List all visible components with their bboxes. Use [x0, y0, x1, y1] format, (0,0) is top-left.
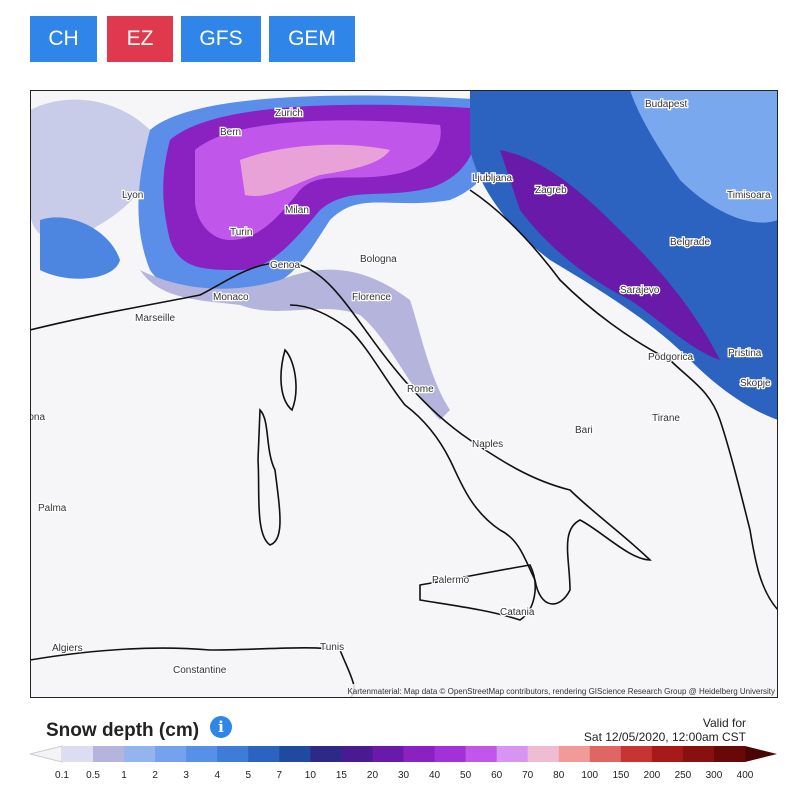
colorbar-cell [403, 746, 436, 762]
city-label: Skopje [740, 378, 771, 389]
colorbar-cell [558, 746, 591, 762]
city-label: Monaco [213, 292, 249, 303]
colorbar-tick: 20 [367, 770, 379, 781]
city-label: Ljubljana [472, 173, 512, 184]
colorbar-cell [496, 746, 529, 762]
colorbar-tick: 1 [121, 770, 127, 781]
colorbar-arrow [745, 746, 777, 762]
snow-area [140, 269, 450, 420]
city-label: Florence [352, 292, 391, 303]
city-label: Milan [285, 205, 309, 216]
coastline [30, 189, 778, 698]
colorbar-cell [186, 746, 218, 762]
city-label: Bologna [360, 254, 397, 265]
colorbar-tick: 70 [522, 770, 534, 781]
info-icon[interactable]: i [210, 716, 232, 738]
colorbar-cell [124, 746, 156, 762]
colorbar-tick: 150 [612, 770, 629, 781]
colorbar-cell [341, 746, 373, 762]
city-label: Budapest [645, 99, 687, 110]
city-label: Catania [500, 607, 535, 618]
valid-label: Valid for [702, 716, 746, 730]
colorbar: 0.1 0.5 1 2 3 4 5 7 10 15 20 30 40 50 60 70 80 100 150 200 2… [29, 745, 777, 781]
colorbar-tick: 4 [214, 770, 220, 781]
colorbar-cell [279, 746, 311, 762]
colorbar-cell [682, 746, 715, 762]
snow-area [30, 99, 156, 241]
city-label: Podgorica [648, 352, 693, 363]
colorbar-cell [248, 746, 280, 762]
colorbar-tick: 40 [429, 770, 441, 781]
city-label: Genoa [270, 260, 300, 271]
map: Zurich Budapest Bern Lyon Ljubljana Zagr… [30, 90, 778, 698]
colorbar-cell [310, 746, 342, 762]
colorbar-cell [713, 746, 746, 762]
snow-area [240, 144, 390, 196]
model-button[interactable]: EZ [107, 16, 173, 62]
colorbar-cell [465, 746, 498, 762]
colorbar-tick: 10 [305, 770, 317, 781]
colorbar-cell [651, 746, 684, 762]
attribution: Kartenmaterial: Map data © OpenStreetMap… [347, 687, 775, 696]
valid-time: Sat 12/05/2020, 12:00am CST [583, 730, 746, 744]
snow-area [500, 150, 720, 360]
city-label: Palermo [432, 575, 470, 586]
city-label: Turin [230, 227, 252, 238]
colorbar-cell [372, 746, 404, 762]
colorbar-cell [155, 746, 187, 762]
colorbar-arrow [29, 745, 63, 763]
city-label: Marseille [135, 313, 175, 324]
colorbar-cell [527, 746, 560, 762]
colorbar-cell [620, 746, 653, 762]
city-label: Belgrade [670, 237, 710, 248]
colorbar-tick: 400 [737, 770, 754, 781]
city-label: Bern [220, 127, 241, 138]
colorbar-tick: 60 [491, 770, 503, 781]
model-button[interactable]: GFS [181, 16, 261, 62]
colorbar-cell [217, 746, 249, 762]
city-label: Rome [407, 384, 434, 395]
city-label: Palma [38, 503, 67, 514]
city-label: Bari [575, 425, 593, 436]
colorbar-tick: 200 [644, 770, 661, 781]
city-label: Pristina [728, 348, 762, 359]
colorbar-tick: 250 [675, 770, 692, 781]
colorbar-cell [62, 746, 94, 762]
colorbar-tick: 50 [460, 770, 472, 781]
city-label: Barcelona [30, 412, 45, 423]
colorbar-tick: 0.5 [86, 770, 100, 781]
colorbar-tick: 100 [581, 770, 598, 781]
colorbar-cell [589, 746, 622, 762]
city-label: Naples [472, 439, 503, 450]
colorbar-tick: 30 [398, 770, 410, 781]
model-button[interactable]: GEM [269, 16, 355, 62]
city-label: Lyon [122, 190, 143, 201]
city-label: Tirane [652, 413, 680, 424]
model-button[interactable]: CH [30, 16, 97, 62]
city-label: Algiers [52, 643, 83, 654]
colorbar-tick: 7 [277, 770, 283, 781]
legend-title: Snow depth (cm) [46, 720, 200, 741]
colorbar-tick: 2 [152, 770, 158, 781]
attribution-bg [300, 684, 778, 698]
city-label: Tunis [320, 642, 344, 653]
snow-area [40, 217, 120, 279]
city-label: Timisoara [727, 190, 771, 201]
colorbar-tick: 15 [336, 770, 348, 781]
colorbar-tick: 5 [245, 770, 251, 781]
city-label: Zagreb [535, 185, 567, 196]
colorbar-tick: 300 [706, 770, 723, 781]
colorbar-cell [93, 746, 125, 762]
colorbar-cell [434, 746, 467, 762]
colorbar-tick: 0.1 [55, 770, 69, 781]
colorbar-tick: 80 [553, 770, 565, 781]
snow-area [630, 90, 778, 223]
city-label: Constantine [173, 665, 227, 676]
colorbar-tick: 3 [183, 770, 189, 781]
city-label: Zurich [275, 108, 303, 119]
city-label: Sarajevo [620, 285, 660, 296]
